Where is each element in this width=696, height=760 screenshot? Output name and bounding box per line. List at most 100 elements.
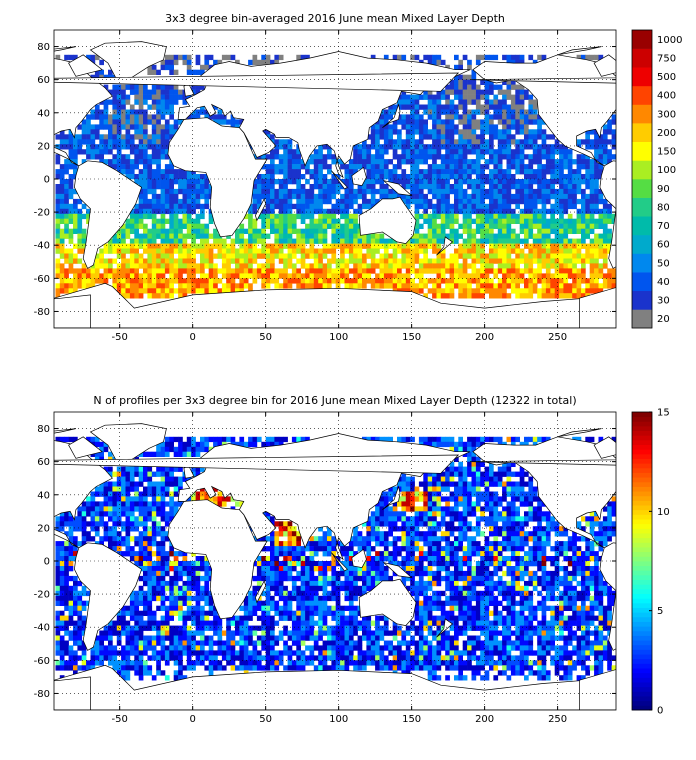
data-cell [427, 481, 433, 487]
data-cell [134, 144, 139, 150]
data-cell [427, 114, 433, 120]
data-cell [445, 436, 450, 443]
data-cell [436, 129, 442, 135]
data-cell [462, 104, 468, 110]
data-cells [55, 436, 616, 681]
data-cell [427, 129, 433, 135]
data-cell [502, 144, 507, 150]
data-cell [440, 134, 446, 140]
data-cell [99, 149, 104, 155]
data-cell [313, 149, 319, 155]
data-cell [99, 541, 104, 547]
data-cell [550, 144, 555, 150]
data-cell [524, 109, 529, 115]
data-cell [90, 54, 96, 61]
data-cell [458, 461, 463, 467]
data-cell [454, 511, 459, 517]
data-cell [528, 54, 534, 61]
data-cell [471, 506, 477, 512]
data-cell [410, 541, 415, 547]
data-cell [436, 521, 442, 527]
data-cell [388, 124, 393, 130]
data-cell [388, 104, 393, 110]
data-cell [99, 59, 104, 66]
data-cell [186, 476, 192, 482]
data-cell [423, 531, 428, 537]
data-cell [81, 129, 87, 135]
data-cell [99, 119, 104, 125]
data-cell [410, 104, 415, 110]
data-cell [506, 486, 512, 492]
data-cell [116, 521, 122, 527]
data-cell [471, 139, 477, 145]
data-cell [519, 471, 525, 477]
data-cell [143, 511, 148, 517]
data-cell [440, 139, 446, 145]
data-cell [383, 119, 389, 125]
data-cell [458, 516, 463, 522]
data-cell [397, 154, 402, 160]
data-cell [81, 516, 87, 522]
data-cell [392, 506, 398, 512]
data-cell [410, 516, 415, 522]
data-cell [379, 134, 385, 140]
data-cell [143, 119, 148, 125]
data-cell [493, 114, 499, 120]
data-cell [108, 471, 113, 477]
data-cell [164, 491, 170, 497]
data-cell [510, 491, 516, 497]
data-cell [410, 139, 415, 145]
data-cell [274, 139, 280, 145]
data-cell [554, 541, 560, 547]
data-cell [607, 536, 612, 542]
data-cell [475, 456, 481, 462]
data-cell [204, 114, 210, 120]
data-cell [594, 154, 599, 160]
data-cell [103, 491, 109, 497]
data-cell [151, 481, 157, 487]
data-cell [151, 119, 157, 125]
data-cell [515, 536, 520, 542]
data-cell [484, 139, 490, 145]
data-cell [138, 536, 144, 542]
data-cell [475, 84, 481, 90]
data-cell [471, 476, 477, 482]
data-cell [164, 511, 170, 517]
data-cell [589, 526, 595, 532]
data-cell [484, 471, 490, 477]
data-cell [449, 84, 455, 90]
data-cell [138, 149, 144, 155]
data-cell [94, 129, 100, 135]
data-cell [125, 481, 131, 487]
data-cell [366, 154, 372, 160]
data-cell [506, 536, 512, 542]
data-cell [125, 134, 131, 140]
data-cell [138, 451, 144, 457]
data-cell [147, 144, 153, 150]
data-cell [353, 144, 358, 150]
data-cell [401, 521, 407, 527]
data-cell [497, 84, 503, 90]
data-cell [143, 139, 148, 145]
data-cell [423, 104, 428, 110]
data-cell [607, 506, 612, 512]
data-cell [121, 119, 126, 125]
data-cell [440, 119, 446, 125]
data-cell [589, 54, 595, 61]
data-cell [90, 516, 96, 522]
data-cell [602, 154, 608, 160]
data-cell [73, 516, 78, 522]
data-cell [506, 476, 512, 482]
data-cell [489, 79, 494, 85]
data-cell [436, 491, 442, 497]
data-cell [432, 501, 437, 507]
data-cell [493, 129, 499, 135]
data-cell [370, 134, 376, 140]
data-cell [589, 139, 595, 145]
data-cell [480, 496, 485, 502]
data-cell [116, 476, 122, 482]
data-cell [484, 501, 490, 507]
data-cell [467, 486, 472, 492]
data-cell [445, 114, 450, 120]
data-cell [68, 54, 74, 61]
